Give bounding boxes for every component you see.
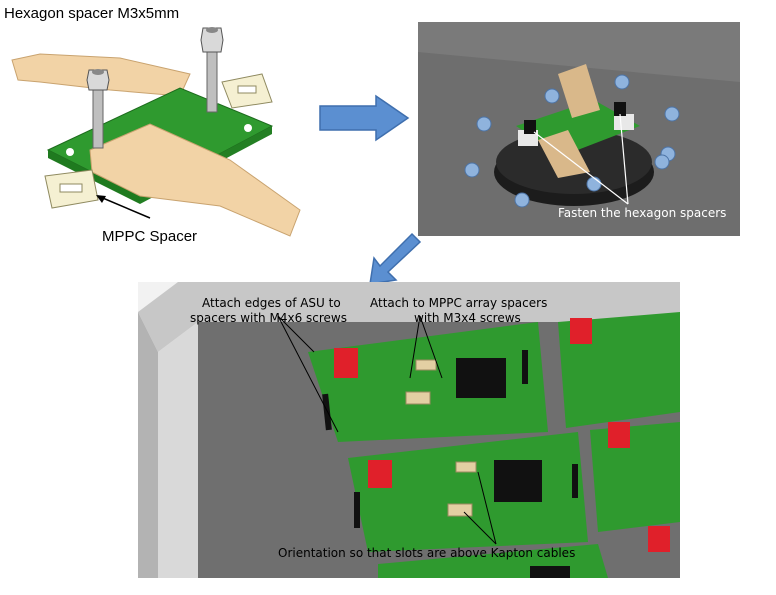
callout-edges-line1: Attach edges of ASU to (202, 296, 341, 310)
panel-asu-assembly: Attach edges of ASU to spacers with M4x6… (138, 282, 680, 578)
panel-fasten-spacers: Fasten the hexagon spacers (418, 22, 740, 236)
fasten-spacers-callout: Fasten the hexagon spacers (558, 206, 727, 220)
callout-edges-line2: spacers with M4x6 screws (190, 311, 347, 325)
fasten-spacers-illustration (418, 22, 740, 208)
callout-mppc-line2: with M3x4 screws (414, 311, 521, 325)
hexagon-spacer-illustration (11, 27, 301, 237)
callout-mppc-line1: Attach to MPPC array spacers (370, 296, 548, 310)
asu-assembly-illustration (138, 282, 680, 578)
mppc-spacer-label: MPPC Spacer (102, 228, 198, 245)
spacer-leader-arrowhead (96, 195, 106, 203)
hex-spacer-left (86, 69, 110, 149)
callout-orientation: Orientation so that slots are above Kapt… (278, 546, 576, 560)
spacer-leader-line (97, 195, 151, 219)
panel-a-title: Hexagon spacer M3x5mm (4, 5, 180, 22)
right-arrow-icon (319, 94, 410, 142)
hex-spacer-right (200, 27, 224, 113)
panel-hexagon-spacer-assembly: Hexagon spacer M3x5mm MPPC Spacer (0, 0, 310, 255)
down-left-arrow-icon (369, 232, 422, 285)
